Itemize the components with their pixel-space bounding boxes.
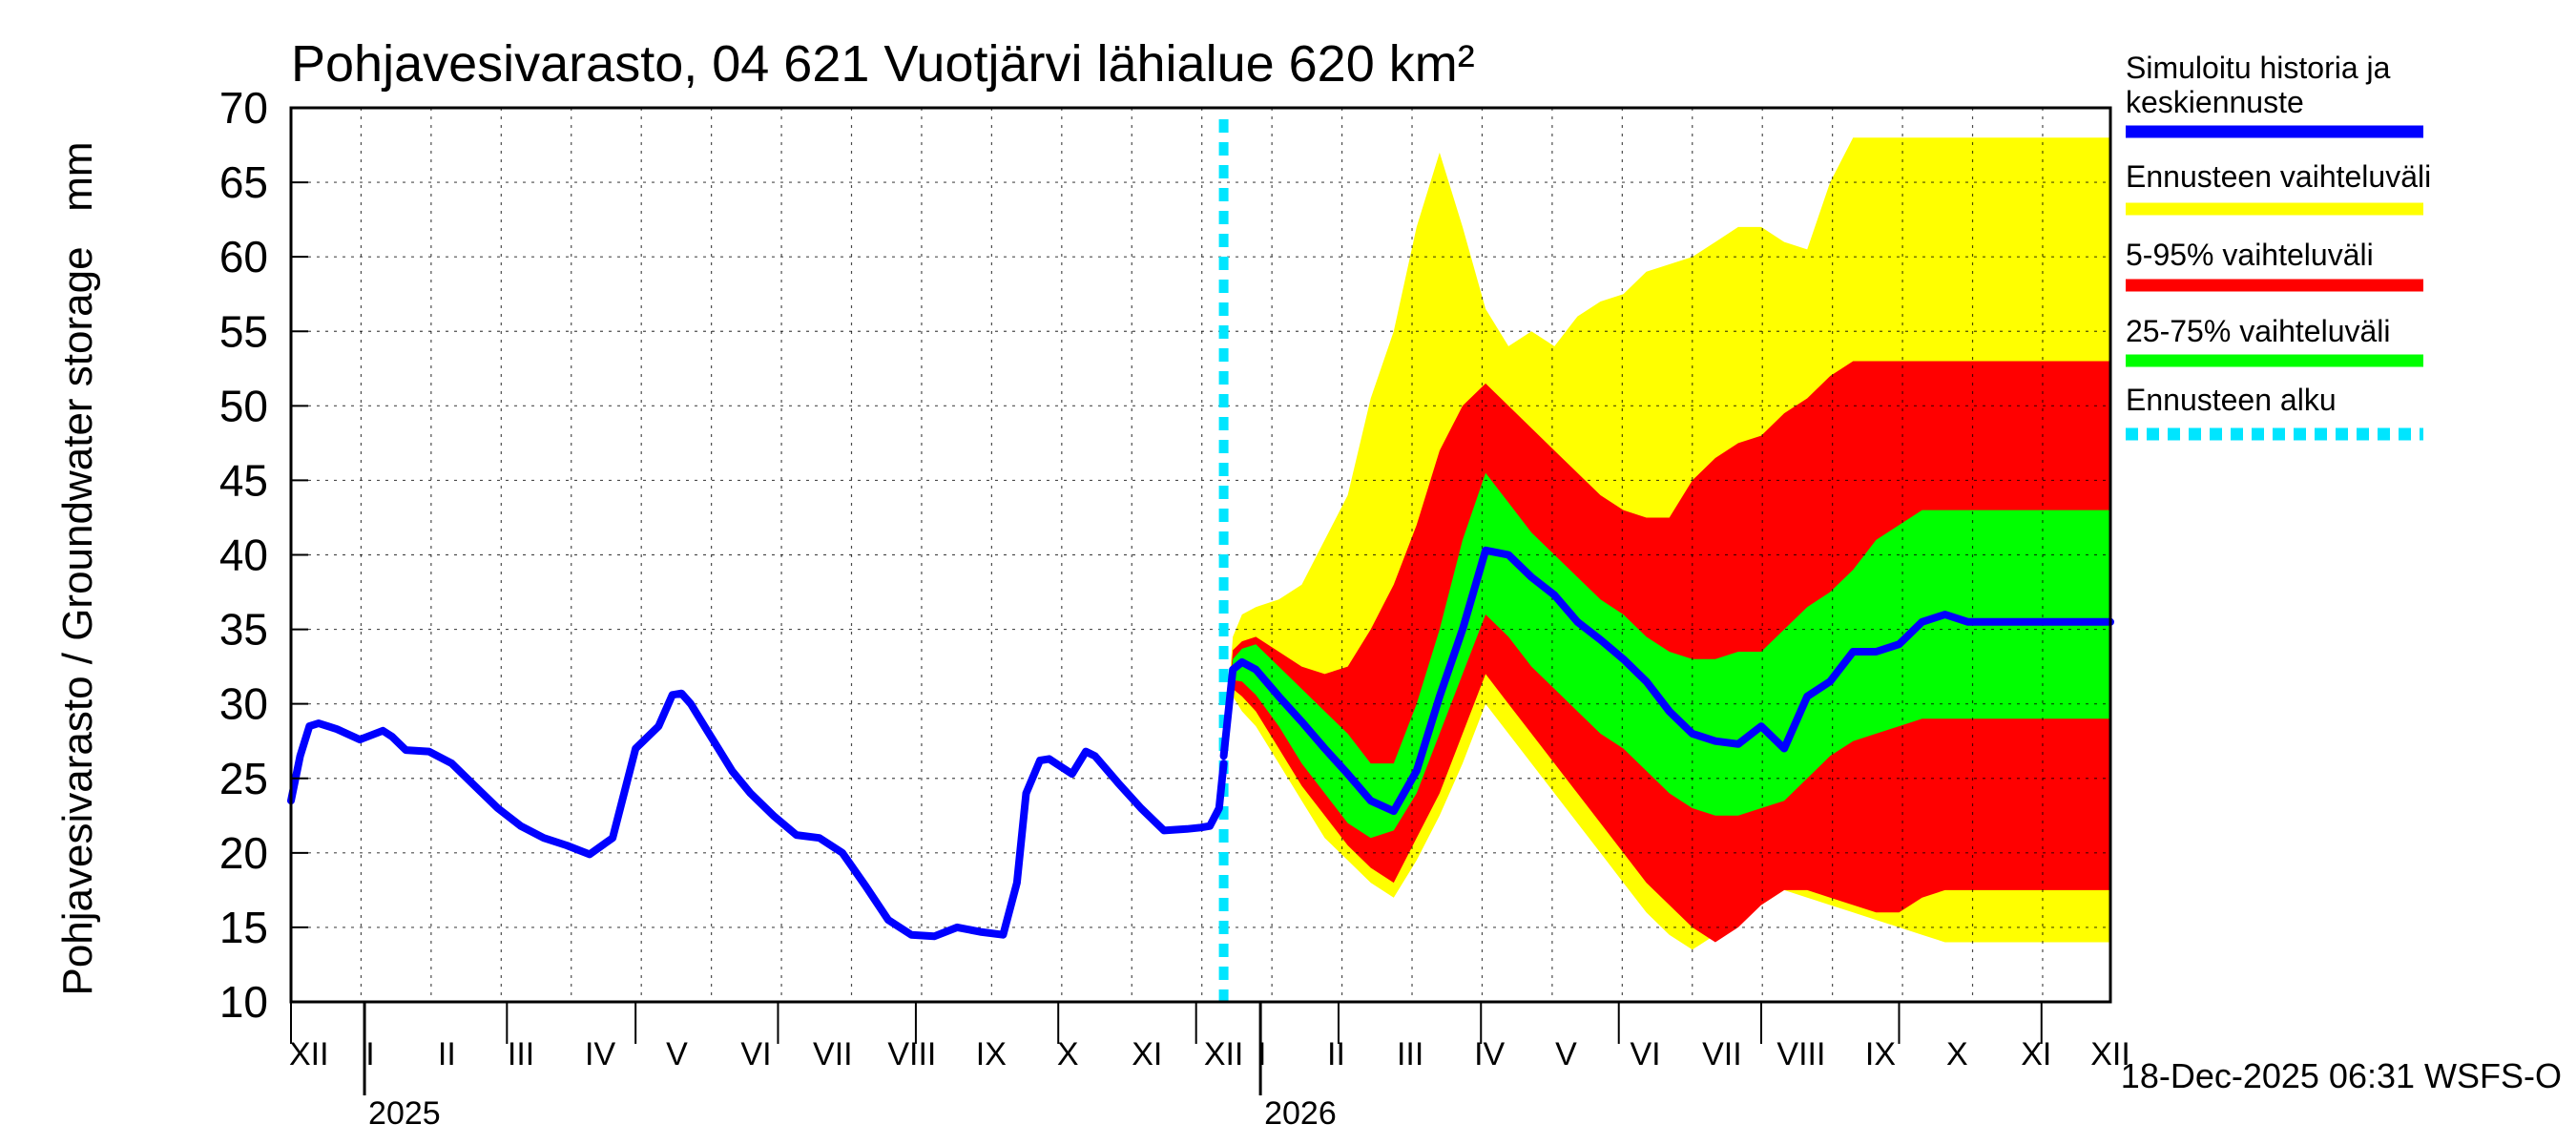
- x-month-label: II: [438, 1036, 456, 1072]
- legend-range-label: Ennusteen vaihteluväli: [2126, 159, 2431, 194]
- legend-history-label: keskiennuste: [2126, 85, 2304, 119]
- x-month-label: I: [365, 1036, 374, 1072]
- x-month-label: IV: [1474, 1036, 1505, 1072]
- x-month-label: III: [508, 1036, 534, 1072]
- x-year-label: 2026: [1264, 1095, 1337, 1132]
- x-month-label: XII: [289, 1036, 329, 1072]
- x-month-label: VII: [1702, 1036, 1742, 1072]
- x-month-label: IX: [976, 1036, 1007, 1072]
- x-month-label: XI: [1132, 1036, 1162, 1072]
- legend-history-label: Simuloitu historia ja: [2126, 51, 2391, 85]
- y-tick-label: 45: [219, 455, 268, 505]
- footer-timestamp: 18-Dec-2025 06:31 WSFS-O: [2121, 1056, 2562, 1095]
- x-month-label: XII: [2090, 1036, 2130, 1072]
- plot-frame: [289, 106, 2112, 1004]
- forecast-median-line: [1219, 546, 2114, 816]
- x-month-label: I: [1257, 1036, 1266, 1072]
- y-tick-label: 40: [219, 531, 268, 580]
- y-tick-label: 25: [219, 754, 268, 803]
- legend-forecast-start-label: Ennusteen alku: [2126, 383, 2337, 417]
- x-month-label: VIII: [887, 1036, 936, 1072]
- x-month-label: VI: [740, 1036, 771, 1072]
- simulated-history-line: [287, 689, 1228, 941]
- x-month-label: IV: [585, 1036, 615, 1072]
- y-tick-label: 65: [219, 157, 268, 207]
- y-tick-label: 35: [219, 605, 268, 655]
- x-month-label: X: [1946, 1036, 1968, 1072]
- legend-25-75-label: 25-75% vaihteluväli: [2126, 314, 2391, 348]
- x-month-label: VII: [813, 1036, 853, 1072]
- median-series: [287, 119, 2114, 1002]
- x-year-label: 2025: [368, 1095, 441, 1132]
- legend-5-95-label: 5-95% vaihteluväli: [2126, 238, 2374, 272]
- y-tick-label: 30: [219, 679, 268, 729]
- x-month-label: II: [1327, 1036, 1345, 1072]
- forecast-bands: [1223, 137, 2110, 950]
- x-month-label: XII: [1204, 1036, 1244, 1072]
- band-25-75: [1223, 472, 2110, 839]
- x-tick-labels: XII I II III IV V VI VII VIII IX X XI XII I II III IV V VI…: [289, 1036, 2130, 1132]
- y-tick-label: 10: [219, 977, 268, 1027]
- y-tick-label: 60: [219, 232, 268, 281]
- x-month-label: XI: [2021, 1036, 2051, 1072]
- x-month-label: IX: [1865, 1036, 1896, 1072]
- y-axis-label: Pohjavesivarasto / Groundwater storage m…: [54, 141, 101, 995]
- y-tick-labels: 10 15 20 25 30 35 40 45 50 55 60 65 70: [219, 83, 268, 1027]
- y-tick-label: 50: [219, 381, 268, 430]
- axes: [289, 106, 2112, 1095]
- y-tick-label: 70: [219, 83, 268, 133]
- y-tick-label: 15: [219, 903, 268, 952]
- x-month-label: V: [1555, 1036, 1577, 1072]
- chart-title: Pohjavesivarasto, 04 621 Vuotjärvi lähia…: [291, 35, 1475, 93]
- x-month-label: V: [666, 1036, 688, 1072]
- y-tick-label: 20: [219, 828, 268, 878]
- x-month-label: VIII: [1776, 1036, 1825, 1072]
- x-month-label: III: [1397, 1036, 1423, 1072]
- x-month-label: X: [1057, 1036, 1079, 1072]
- y-tick-label: 55: [219, 306, 268, 356]
- x-month-label: VI: [1630, 1036, 1660, 1072]
